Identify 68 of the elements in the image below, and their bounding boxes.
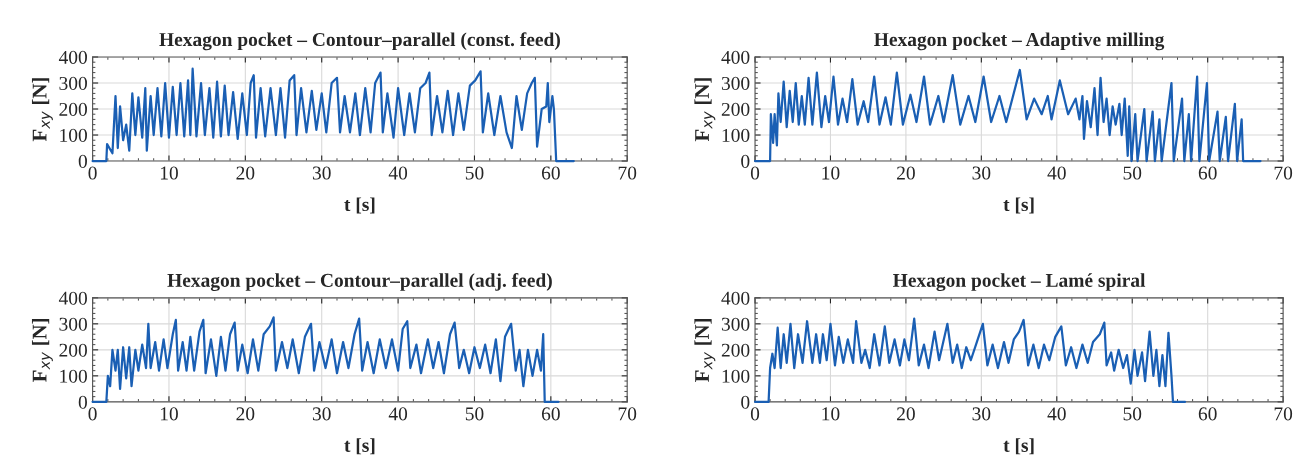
x-tick-label: 20 <box>897 166 915 180</box>
y-tick-label: 400 <box>58 50 87 64</box>
y-tick-label: 0 <box>78 395 87 409</box>
x-axis-title: t [s] <box>1003 438 1034 455</box>
x-tick-label: 20 <box>236 407 255 421</box>
line-series <box>753 317 1187 403</box>
x-tick-label: 50 <box>465 166 484 180</box>
y-tick-label: 200 <box>721 343 750 357</box>
x-tick-label: 30 <box>972 166 991 180</box>
x-tick-label: 0 <box>750 166 760 180</box>
y-tick-label: 0 <box>78 154 87 168</box>
x-tick-label: 50 <box>465 407 484 421</box>
x-tick-label: 60 <box>541 407 560 421</box>
chart-title: Hexagon pocket – Adaptive milling <box>874 32 1165 51</box>
x-tick-label: 40 <box>388 166 408 180</box>
line-series <box>753 68 1262 163</box>
chart-title: Hexagon pocket – Lamé spiral <box>893 273 1146 292</box>
y-tick-label: 200 <box>721 102 750 116</box>
chart-title: Hexagon pocket – Contour–parallel (const. feed) <box>159 32 560 51</box>
x-tick-label: 40 <box>1047 407 1066 421</box>
y-axis-title: F$_{xy}$ [N] <box>31 78 53 142</box>
x-tick-label: 30 <box>972 407 991 421</box>
line-series <box>91 316 560 403</box>
line-series <box>91 67 575 163</box>
y-tick-label: 400 <box>721 291 750 305</box>
y-tick-label: 100 <box>60 128 87 142</box>
y-axis-title: F$_{xy}$ [N] <box>694 319 716 382</box>
x-tick-label: 0 <box>750 407 760 421</box>
x-axis-title: t [s] <box>344 438 375 455</box>
x-tick-label: 60 <box>541 166 560 180</box>
x-tick-label: 70 <box>618 407 637 421</box>
y-tick-label: 200 <box>59 102 87 116</box>
y-axis-title: F$_{xy}$ [N] <box>694 78 716 142</box>
x-tick-label: 10 <box>822 166 840 180</box>
x-tick-label: 70 <box>1274 166 1293 180</box>
y-tick-label: 100 <box>60 369 87 383</box>
x-axis-title: t [s] <box>1003 197 1034 214</box>
x-tick-label: 10 <box>160 166 178 180</box>
x-tick-label: 40 <box>1047 166 1066 180</box>
y-tick-label: 100 <box>722 369 750 383</box>
x-tick-label: 50 <box>1123 407 1142 421</box>
x-tick-label: 40 <box>388 407 408 421</box>
y-tick-label: 300 <box>721 317 750 331</box>
chart-title: Hexagon pocket – Contour–parallel (adj. feed) <box>167 273 552 292</box>
x-tick-label: 10 <box>822 407 840 421</box>
x-tick-label: 0 <box>88 166 97 180</box>
y-tick-label: 300 <box>59 317 87 331</box>
y-tick-label: 0 <box>741 154 750 168</box>
x-tick-label: 0 <box>88 407 97 421</box>
x-tick-label: 70 <box>1274 407 1293 421</box>
y-tick-label: 300 <box>721 76 750 90</box>
x-tick-label: 10 <box>160 407 178 421</box>
y-tick-label: 200 <box>59 343 87 357</box>
x-axis-title: t [s] <box>344 197 375 214</box>
y-tick-label: 400 <box>58 291 87 305</box>
y-tick-label: 100 <box>722 128 750 142</box>
x-tick-label: 30 <box>312 166 331 180</box>
x-tick-label: 60 <box>1198 166 1217 180</box>
x-tick-label: 20 <box>897 407 915 421</box>
y-tick-label: 400 <box>721 50 750 64</box>
y-tick-label: 300 <box>59 76 87 90</box>
x-tick-label: 20 <box>236 166 255 180</box>
y-axis-title: F$_{xy}$ [N] <box>31 319 53 382</box>
x-tick-label: 60 <box>1198 407 1217 421</box>
x-tick-label: 30 <box>312 407 331 421</box>
x-tick-label: 50 <box>1123 166 1142 180</box>
x-tick-label: 70 <box>618 166 637 180</box>
y-tick-label: 0 <box>741 395 750 409</box>
